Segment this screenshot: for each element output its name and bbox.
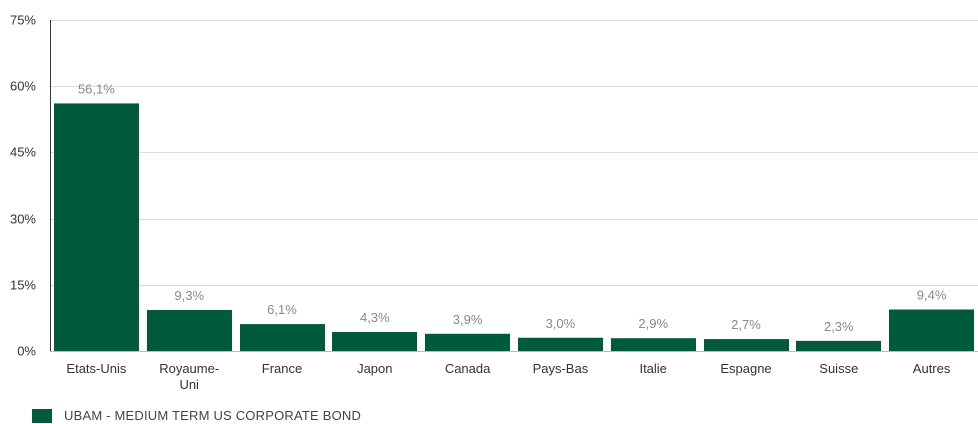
legend-label: UBAM - MEDIUM TERM US CORPORATE BOND (64, 408, 362, 423)
y-tick-label: 30% (10, 212, 36, 227)
y-tick-label: 45% (10, 145, 36, 160)
gridlines (50, 20, 978, 352)
bar (704, 339, 789, 351)
bar (54, 103, 139, 351)
bars (54, 103, 974, 351)
data-label: 9,3% (174, 288, 204, 303)
x-tick-label: Pays-Bas (533, 361, 589, 376)
bar (611, 338, 696, 351)
x-tick-label: Suisse (819, 361, 858, 376)
bar (889, 309, 974, 351)
y-tick-label: 15% (10, 278, 36, 293)
x-tick-label: France (262, 361, 302, 376)
y-tick-label: 75% (10, 13, 36, 28)
legend-swatch (32, 408, 52, 423)
x-tick-label: Etats-Unis (66, 361, 126, 376)
bar (425, 333, 510, 351)
x-tick-label: Royaume-Uni (159, 361, 219, 392)
data-label: 9,4% (917, 288, 947, 303)
bar (147, 309, 232, 351)
x-tick-label: Espagne (720, 361, 771, 376)
bar (240, 324, 325, 351)
data-label: 6,1% (267, 302, 297, 317)
x-tick-label: Japon (357, 361, 392, 376)
y-axis-tick-labels: 0% 15% 30% 45% 60% 75% (10, 13, 36, 359)
data-label: 56,1% (78, 81, 115, 96)
data-labels: 56,1% 9,3% 6,1% 4,3% 3,9% 3,0% 2,9% 2,7% 2,3% 9,4… (78, 81, 947, 333)
x-tick-label: Canada (445, 361, 491, 376)
data-label: 2,3% (824, 319, 854, 334)
data-label: 4,3% (360, 310, 390, 325)
y-tick-label: 0% (17, 344, 36, 359)
y-tick-label: 60% (10, 79, 36, 94)
bar (332, 332, 417, 351)
x-tick-label: Autres (913, 361, 951, 376)
data-label: 2,9% (638, 316, 668, 331)
x-axis-category-labels: Etats-Unis Royaume-Uni France Japon Canada Pa… (66, 361, 950, 392)
bar (518, 337, 603, 351)
x-tick-label: Italie (639, 361, 666, 376)
data-label: 3,9% (453, 312, 483, 327)
legend: UBAM - MEDIUM TERM US CORPORATE BOND (32, 408, 361, 423)
data-label: 2,7% (731, 317, 761, 332)
data-label: 3,0% (546, 316, 576, 331)
bar (796, 340, 881, 351)
